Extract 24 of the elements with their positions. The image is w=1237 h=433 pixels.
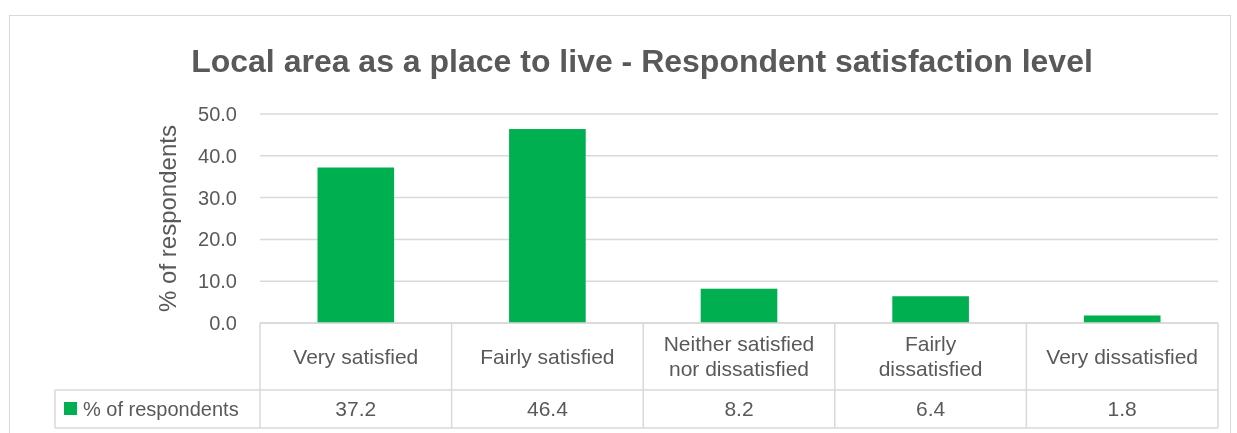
y-axis-title: % of respondents — [154, 125, 181, 312]
y-tick-label: 20.0 — [198, 228, 237, 251]
y-tick-label: 40.0 — [198, 144, 237, 167]
data-label: 37.2 — [335, 397, 377, 421]
x-tick-label: Very satisfied — [293, 344, 419, 368]
bar — [317, 167, 395, 323]
x-tick-label: Neither satisfied nor dissatisfied — [663, 332, 815, 381]
y-tick-label: 0.0 — [209, 312, 237, 334]
legend-label: % of respondents — [83, 398, 239, 420]
x-tick-label: Fairly dissatisfied — [878, 332, 983, 381]
bar — [1083, 315, 1161, 323]
y-tick-label: 50.0 — [198, 103, 237, 125]
bar — [892, 296, 969, 323]
bar — [509, 129, 586, 323]
data-label: 1.8 — [1107, 397, 1137, 421]
y-tick-label: 30.0 — [198, 186, 237, 209]
data-label: 8.2 — [724, 397, 754, 421]
x-tick-label: Very dissatisfied — [1046, 344, 1199, 368]
data-label: 46.4 — [526, 397, 569, 421]
chart-title: Local area as a place to live - Respondent satisfaction level — [191, 43, 1093, 79]
bar — [700, 288, 778, 323]
x-tick-label: Fairly satisfied — [480, 344, 615, 368]
data-label: 6.4 — [916, 397, 946, 421]
y-tick-label: 10.0 — [198, 270, 237, 293]
